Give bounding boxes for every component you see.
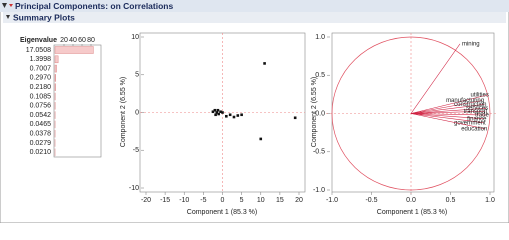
x-tick-label: 0 [221, 197, 225, 204]
y-tick-label: 0.0 [315, 110, 325, 117]
loading-vector [410, 113, 487, 116]
y-tick-label: -1.0 [313, 187, 325, 194]
disclosure-icon[interactable] [2, 3, 7, 8]
x-tick-label: 0.5 [446, 197, 456, 204]
point [236, 114, 240, 117]
y-tick-label: 0 [135, 109, 139, 116]
loading-vector [410, 113, 485, 120]
variable-label: transport [464, 109, 488, 115]
variable-label: construction [454, 102, 486, 108]
y-tick-label: -10 [129, 185, 139, 192]
x-axis-label: Component 1 (85.3 %) [377, 209, 447, 216]
bar [54, 46, 94, 54]
x-tick-label: 60 [78, 37, 86, 44]
loading-vector [410, 104, 485, 114]
eigenvalue: 0.0542 [30, 112, 52, 119]
x-tick-label: -1.0 [326, 197, 338, 204]
eigen-title: Eigenvalue [20, 37, 57, 44]
point [221, 111, 224, 114]
variable-label: finance [467, 116, 487, 122]
window: Principal Components: on Correlations Su… [0, 0, 509, 224]
eigenvalue: 0.1085 [30, 93, 52, 100]
eigenvalue: 17.0508 [26, 47, 51, 54]
x-tick-label: 1.0 [485, 197, 495, 204]
bar [54, 74, 56, 82]
point [232, 115, 236, 119]
bar [54, 64, 57, 73]
x-tick-label: 15 [276, 197, 284, 204]
x-tick-label: -5 [200, 197, 206, 204]
x-tick-label: -15 [160, 197, 170, 204]
point [263, 62, 266, 65]
disclosure-icon[interactable] [6, 15, 10, 19]
loading-vector [410, 94, 487, 114]
eigenvalue: 0.2180 [30, 84, 52, 91]
eigenvalue: 0.2970 [30, 75, 52, 82]
x-axis-label: Component 1 (85.3 %) [187, 209, 257, 216]
point [216, 108, 220, 112]
eigenvalue: 0.0279 [30, 140, 52, 147]
x-tick-label: 5 [240, 197, 244, 204]
x-tick-label: 80 [87, 37, 95, 44]
x-tick-label: -0.5 [365, 197, 377, 204]
x-tick-label: 40 [69, 37, 77, 44]
point [240, 113, 243, 117]
point [211, 110, 215, 114]
menu-icon[interactable] [9, 4, 13, 7]
point [217, 112, 220, 116]
point [228, 113, 232, 117]
loading-vector [410, 113, 484, 123]
y-tick-label: -0.5 [313, 149, 325, 156]
point [219, 110, 222, 114]
loading-vector [410, 107, 487, 114]
title-bar [0, 0, 509, 12]
unit-circle [331, 36, 491, 191]
y-axis-label: Component 2 (6.55 %) [311, 77, 318, 147]
y-tick-label: 5 [135, 72, 139, 79]
eigenvalue: 0.0378 [30, 131, 52, 138]
section-title: Summary Plots [13, 12, 75, 22]
y-tick-label: -5 [133, 147, 139, 154]
point [213, 108, 217, 112]
eigenvalue: 1.3998 [30, 56, 52, 63]
point [214, 113, 217, 117]
loading-vector [410, 113, 486, 130]
x-tick-label: 20 [60, 37, 68, 44]
x-tick-label: -10 [179, 197, 189, 204]
loading-vector [410, 43, 461, 114]
x-tick-label: 0.0 [406, 197, 416, 204]
x-tick-label: 10 [257, 197, 265, 204]
variable-label: mining [462, 41, 480, 47]
eigenvalue: 0.7007 [30, 65, 52, 72]
variable-label: education [461, 126, 487, 132]
y-axis-label: Component 2 (6.55 %) [120, 77, 127, 147]
bar [54, 55, 59, 64]
section-bar [3, 12, 506, 23]
point [293, 116, 297, 120]
x-tick-label: -20 [141, 197, 151, 204]
point [215, 111, 219, 114]
loading-vector [410, 110, 486, 114]
eigenvalue: 0.0465 [30, 121, 52, 128]
variable-label: trade [475, 113, 489, 119]
variable-label: utilities [470, 93, 488, 99]
loading-vector [410, 100, 483, 114]
y-tick-label: 1.0 [315, 34, 325, 41]
report-title: Principal Components: on Correlations [15, 1, 173, 11]
point [225, 114, 228, 118]
eigenvalue: 0.0210 [30, 149, 52, 156]
eigenvalue: 0.0756 [30, 103, 52, 110]
variable-label: services [466, 106, 488, 112]
point [259, 137, 263, 141]
eigen-bar-frame [53, 44, 102, 158]
y-tick-label: 0.5 [315, 72, 325, 79]
variable-label: government [454, 120, 486, 126]
x-tick-label: 20 [295, 197, 303, 204]
variable-label: manufacturing [446, 98, 484, 104]
y-tick-label: 10 [131, 34, 139, 41]
